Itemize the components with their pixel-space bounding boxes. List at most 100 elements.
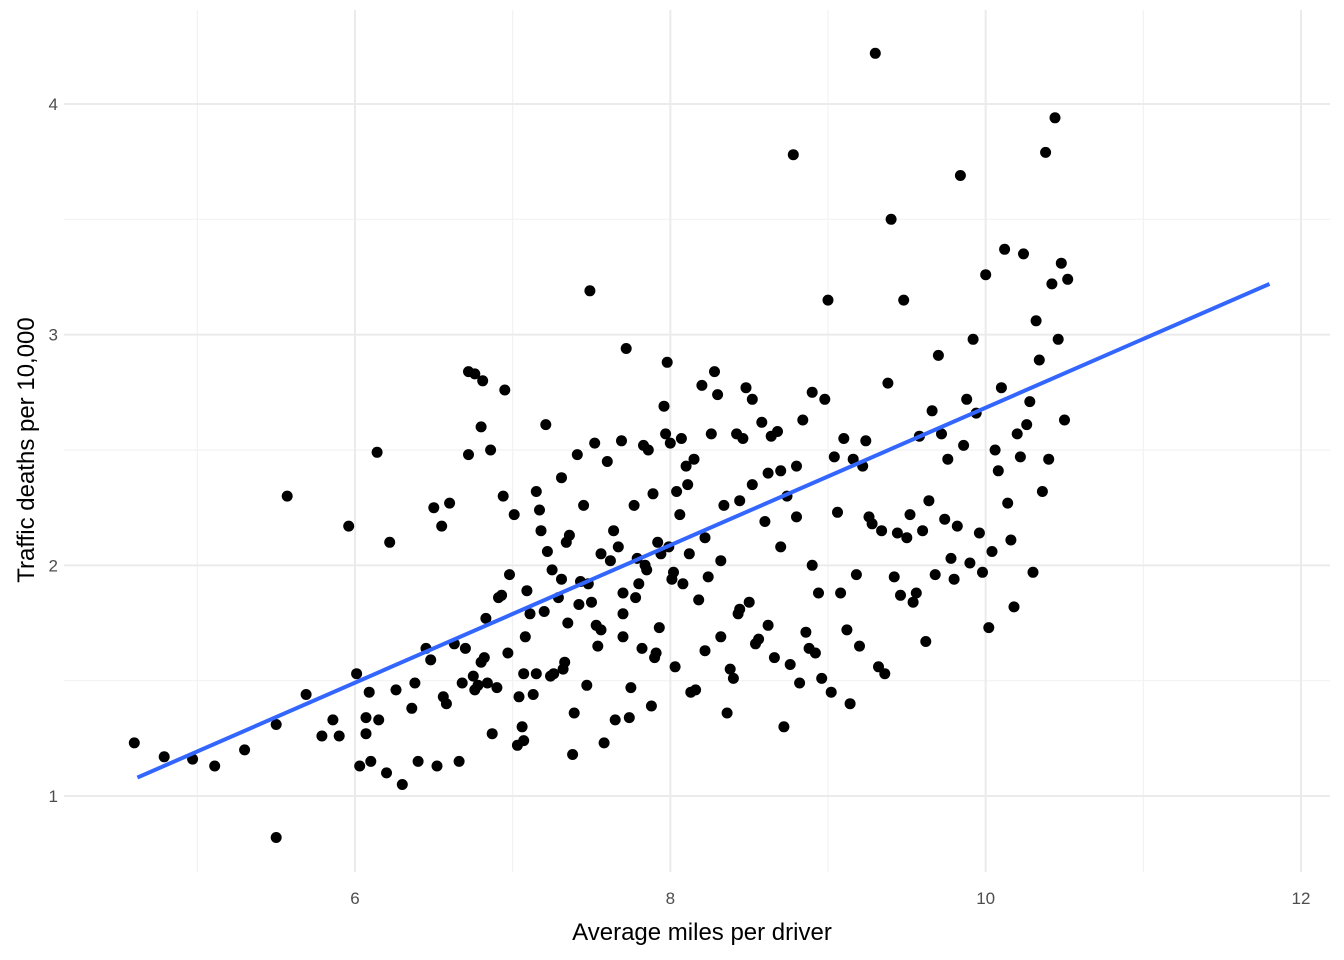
- data-point: [715, 631, 727, 643]
- data-point: [772, 426, 783, 437]
- data-point: [601, 456, 613, 467]
- data-point: [910, 587, 922, 599]
- regression-line: [136, 282, 1271, 780]
- data-point: [617, 608, 629, 620]
- data-point: [502, 647, 514, 659]
- data-point: [961, 393, 973, 405]
- data-point: [431, 760, 443, 772]
- data-point: [819, 393, 831, 405]
- data-point: [822, 294, 834, 306]
- data-point: [584, 285, 596, 297]
- data-point: [756, 416, 768, 428]
- data-point: [926, 405, 938, 417]
- data-point: [578, 499, 590, 511]
- data-point: [746, 393, 758, 405]
- data-point: [481, 677, 493, 689]
- data-point: [508, 509, 520, 521]
- data-point: [530, 668, 542, 680]
- data-point: [351, 668, 363, 680]
- data-point: [384, 536, 396, 548]
- data-point: [612, 541, 624, 553]
- data-point: [794, 677, 806, 689]
- data-point: [444, 497, 456, 509]
- data-point: [604, 555, 616, 567]
- regression-line-group: [136, 282, 1271, 780]
- data-point: [556, 573, 567, 585]
- data-point: [527, 689, 539, 700]
- data-point: [497, 490, 509, 502]
- data-point: [598, 737, 610, 749]
- data-point: [1036, 486, 1048, 497]
- data-point: [1030, 315, 1042, 327]
- data-point: [463, 449, 474, 461]
- data-point: [891, 527, 903, 539]
- data-point: [669, 661, 681, 673]
- data-point: [456, 677, 468, 689]
- data-point: [620, 343, 632, 354]
- data-point: [581, 679, 593, 691]
- data-point: [516, 721, 528, 733]
- data-point: [589, 437, 601, 449]
- data-point: [562, 617, 574, 629]
- data-point: [327, 714, 339, 726]
- data-point: [791, 460, 802, 472]
- data-point: [1014, 451, 1026, 463]
- data-point: [573, 599, 585, 610]
- data-point: [683, 548, 695, 560]
- data-point: [917, 525, 929, 537]
- data-point: [775, 541, 787, 553]
- data-point: [734, 603, 746, 615]
- data-point: [475, 421, 487, 433]
- data-point: [595, 548, 607, 560]
- data-point: [1055, 257, 1067, 269]
- data-point: [563, 529, 575, 541]
- y-tick-label: 1: [49, 787, 58, 806]
- data-point: [645, 700, 657, 712]
- data-point: [541, 546, 553, 557]
- data-point: [1011, 428, 1023, 440]
- data-point: [885, 213, 897, 225]
- x-tick-label: 10: [976, 889, 995, 908]
- data-point: [942, 453, 954, 465]
- data-point: [797, 414, 809, 426]
- data-point: [869, 47, 881, 59]
- data-point: [945, 552, 957, 564]
- data-point: [866, 518, 878, 530]
- data-point: [847, 453, 859, 465]
- data-point: [425, 654, 437, 666]
- x-tick-label: 12: [1292, 889, 1311, 908]
- data-point: [705, 428, 717, 440]
- data-point: [1002, 497, 1014, 509]
- data-point: [992, 465, 1004, 477]
- data-point: [746, 479, 758, 491]
- data-point: [816, 672, 828, 684]
- data-point: [920, 636, 932, 647]
- data-point: [936, 428, 947, 440]
- data-point: [954, 170, 966, 181]
- data-point: [534, 504, 545, 516]
- data-point: [459, 642, 471, 654]
- data-point: [333, 730, 345, 742]
- data-point: [929, 569, 941, 581]
- data-point: [630, 592, 642, 604]
- data-points: [128, 47, 1074, 843]
- data-point: [784, 659, 796, 670]
- data-point: [616, 435, 627, 447]
- data-point: [567, 749, 579, 760]
- data-point: [762, 467, 774, 479]
- data-point: [986, 546, 998, 557]
- data-point: [1040, 146, 1052, 158]
- data-point: [586, 596, 597, 608]
- data-point: [469, 368, 481, 380]
- data-point: [373, 714, 385, 726]
- y-tick-label: 2: [49, 556, 58, 575]
- data-point: [647, 488, 659, 500]
- data-point: [1005, 534, 1017, 546]
- data-point: [778, 721, 790, 733]
- data-point: [948, 573, 960, 585]
- data-point: [504, 569, 515, 581]
- data-point: [932, 349, 944, 361]
- data-point: [491, 682, 503, 694]
- data-point: [973, 527, 985, 539]
